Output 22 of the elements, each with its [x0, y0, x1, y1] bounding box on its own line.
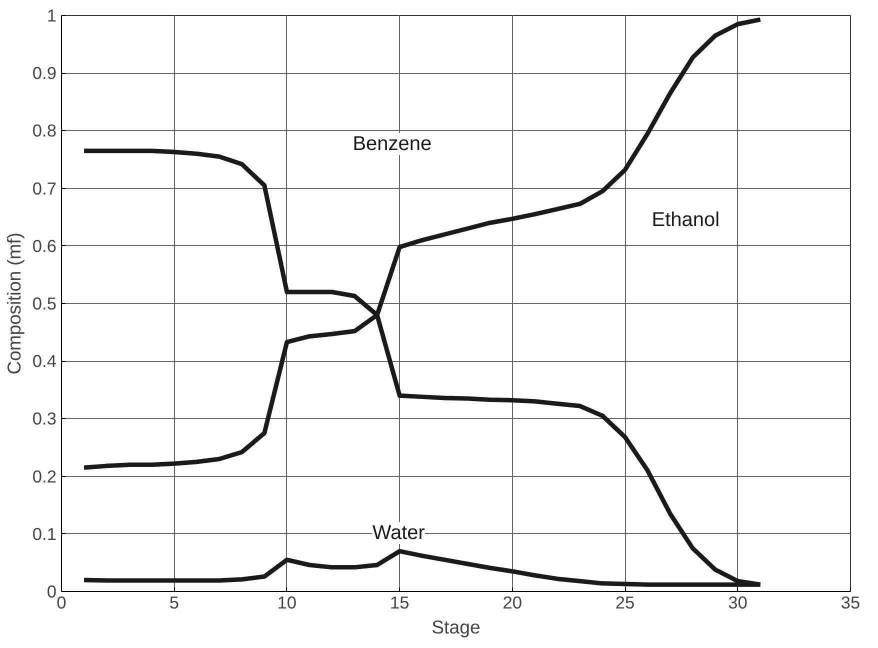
x-axis-title: Stage [432, 616, 480, 638]
annotation: Ethanol [652, 209, 720, 232]
y-tick-label: 0.8 [32, 120, 57, 141]
y-tick-label: 0.3 [32, 408, 57, 429]
x-tick-label: 25 [615, 592, 635, 612]
annotation: Water [372, 522, 426, 544]
y-tick-label: 0.2 [32, 466, 57, 486]
x-tick-label: 20 [502, 592, 522, 612]
y-axis-title: Composition (mf) [3, 232, 24, 375]
x-tick-label: 35 [840, 592, 860, 612]
x-tick-label: 15 [390, 592, 410, 612]
y-tick-label: 0.6 [32, 236, 57, 256]
y-tick-label: 0.7 [32, 178, 57, 198]
y-tick-label: 0.9 [32, 63, 57, 84]
x-tick-label: 10 [277, 592, 297, 612]
x-tick-label: 30 [728, 592, 748, 612]
annotation: Benzene [352, 132, 432, 155]
y-tick-label: 0.1 [32, 524, 57, 544]
x-tick-label: 5 [169, 592, 180, 612]
y-tick-label: 0.5 [32, 294, 57, 314]
y-tick-label: 0.4 [32, 351, 57, 372]
y-tick-label: 1 [46, 6, 57, 26]
